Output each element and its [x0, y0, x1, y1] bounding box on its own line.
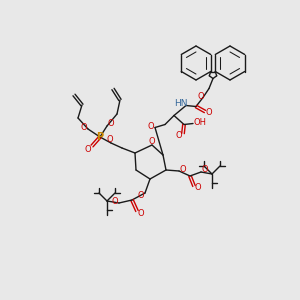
Text: P: P: [96, 132, 103, 142]
Text: HN: HN: [174, 99, 188, 108]
Text: O: O: [81, 122, 87, 131]
Text: O: O: [112, 196, 118, 206]
Text: O: O: [107, 134, 113, 143]
Text: O: O: [180, 164, 186, 173]
Text: O: O: [206, 108, 212, 117]
Text: O: O: [138, 191, 144, 200]
Text: O: O: [195, 184, 201, 193]
Text: O: O: [149, 136, 155, 146]
Text: O: O: [138, 208, 144, 217]
Text: O: O: [176, 131, 182, 140]
Text: O: O: [148, 122, 154, 131]
Text: O: O: [202, 166, 208, 175]
Text: O: O: [85, 145, 91, 154]
Text: O: O: [198, 92, 204, 101]
Text: O: O: [108, 119, 114, 128]
Text: OH: OH: [194, 118, 206, 127]
